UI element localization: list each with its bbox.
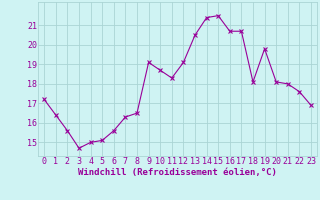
X-axis label: Windchill (Refroidissement éolien,°C): Windchill (Refroidissement éolien,°C) — [78, 168, 277, 177]
